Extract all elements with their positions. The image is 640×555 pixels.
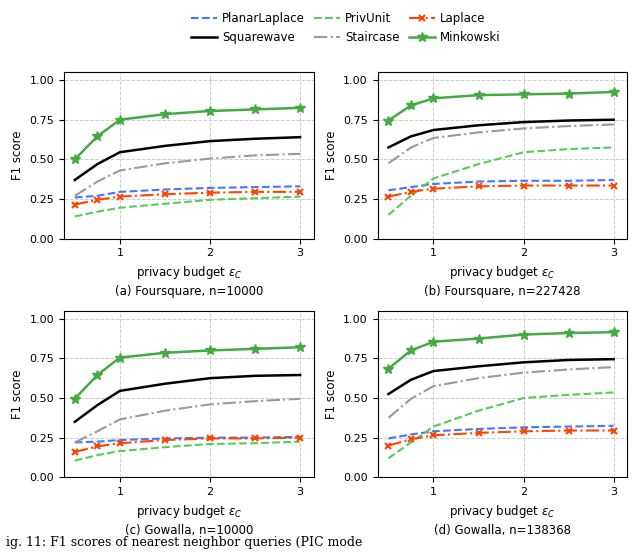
- Y-axis label: F1 score: F1 score: [11, 369, 24, 419]
- Text: (c) Gowalla, n=10000: (c) Gowalla, n=10000: [125, 524, 253, 537]
- X-axis label: privacy budget $\epsilon_C$: privacy budget $\epsilon_C$: [449, 264, 556, 281]
- Y-axis label: F1 score: F1 score: [11, 130, 24, 180]
- X-axis label: privacy budget $\epsilon_C$: privacy budget $\epsilon_C$: [136, 503, 242, 519]
- Text: (b) Foursquare, n=227428: (b) Foursquare, n=227428: [424, 285, 580, 298]
- Text: ig. 11: F1 scores of nearest neighbor queries (PIC mode: ig. 11: F1 scores of nearest neighbor qu…: [6, 537, 363, 549]
- Y-axis label: F1 score: F1 score: [324, 369, 337, 419]
- Legend: PlanarLaplace, Squarewave, PrivUnit, Staircase, Laplace, Minkowski: PlanarLaplace, Squarewave, PrivUnit, Sta…: [188, 9, 504, 48]
- X-axis label: privacy budget $\epsilon_C$: privacy budget $\epsilon_C$: [136, 264, 242, 281]
- X-axis label: privacy budget $\epsilon_C$: privacy budget $\epsilon_C$: [449, 503, 556, 519]
- Text: (a) Foursquare, n=10000: (a) Foursquare, n=10000: [115, 285, 263, 298]
- Y-axis label: F1 score: F1 score: [324, 130, 337, 180]
- Text: (d) Gowalla, n=138368: (d) Gowalla, n=138368: [434, 524, 571, 537]
